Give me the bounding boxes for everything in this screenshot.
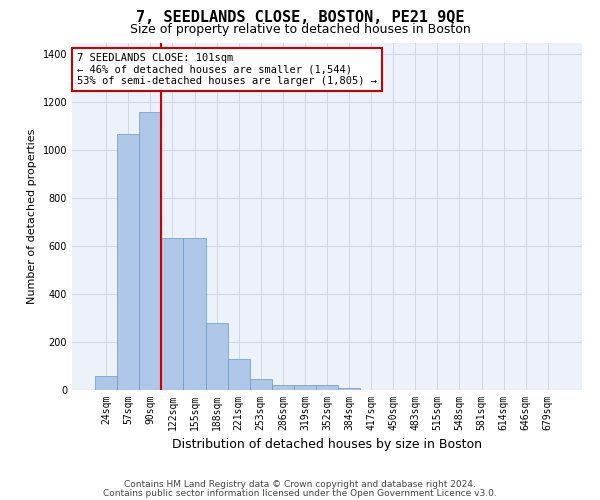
Text: Contains HM Land Registry data © Crown copyright and database right 2024.: Contains HM Land Registry data © Crown c… (124, 480, 476, 489)
Bar (294, 385, 316, 390)
Bar (206, 323, 227, 390)
Bar (139, 112, 161, 390)
Bar (272, 385, 294, 390)
Bar (95, 376, 117, 390)
Bar (316, 385, 338, 390)
Bar (161, 238, 184, 390)
Bar (184, 238, 206, 390)
Text: 7, SEEDLANDS CLOSE, BOSTON, PE21 9QE: 7, SEEDLANDS CLOSE, BOSTON, PE21 9QE (136, 10, 464, 25)
Bar (338, 388, 360, 390)
Text: Size of property relative to detached houses in Boston: Size of property relative to detached ho… (130, 22, 470, 36)
X-axis label: Distribution of detached houses by size in Boston: Distribution of detached houses by size … (172, 438, 482, 452)
Text: Contains public sector information licensed under the Open Government Licence v3: Contains public sector information licen… (103, 488, 497, 498)
Y-axis label: Number of detached properties: Number of detached properties (27, 128, 37, 304)
Bar (250, 379, 272, 390)
Bar (117, 134, 139, 390)
Bar (227, 359, 250, 390)
Text: 7 SEEDLANDS CLOSE: 101sqm
← 46% of detached houses are smaller (1,544)
53% of se: 7 SEEDLANDS CLOSE: 101sqm ← 46% of detac… (77, 53, 377, 86)
